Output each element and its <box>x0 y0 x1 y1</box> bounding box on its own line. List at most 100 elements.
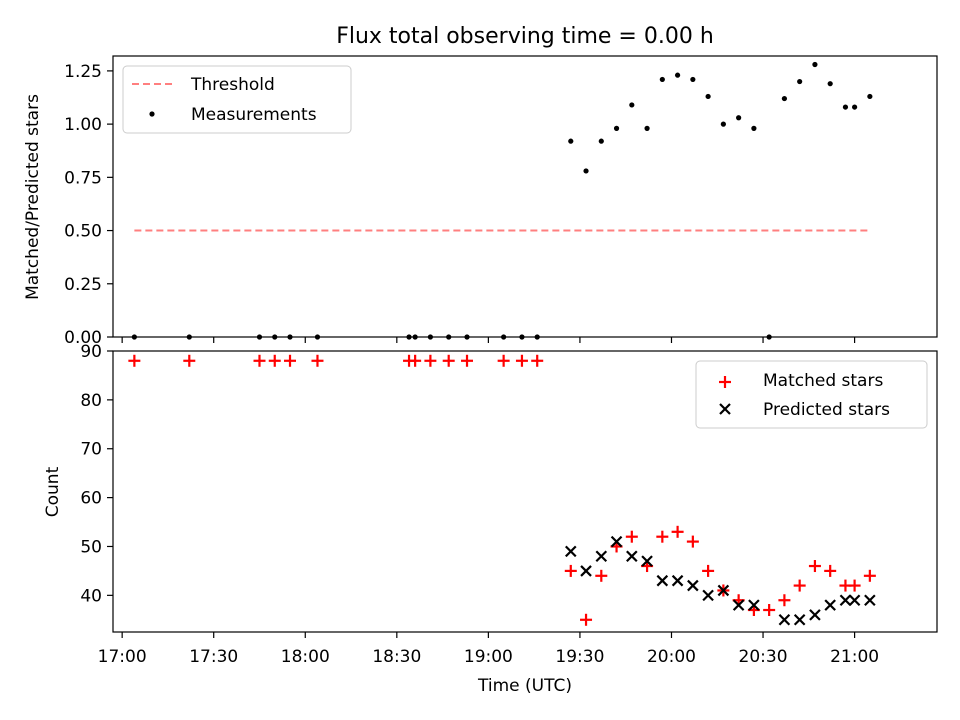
measurement-point <box>629 102 635 108</box>
measurement-point <box>644 125 650 131</box>
predicted-legend-swatch <box>719 403 731 415</box>
measurement-point <box>736 115 742 121</box>
bottom-y-tick-label: 60 <box>80 489 102 509</box>
measurement-point <box>659 76 665 83</box>
x-tick-label: 19:30 <box>555 647 604 667</box>
predicted-legend-label: Predicted stars <box>763 400 890 420</box>
predicted-star-point <box>595 550 608 563</box>
measurements-legend-swatch <box>149 111 155 117</box>
bottom-y-tick-label: 50 <box>80 537 102 557</box>
matched-star-point <box>702 564 715 577</box>
bottom-y-axis-label: Count <box>43 466 63 517</box>
bottom-axes-frame <box>112 350 938 633</box>
predicted-star-point <box>748 599 760 611</box>
matched-star-point <box>564 564 577 577</box>
measurement-point <box>852 104 858 110</box>
measurement-point <box>867 93 873 100</box>
matched-star-point <box>531 354 544 367</box>
predicted-star-point <box>839 594 852 607</box>
measurement-point <box>797 78 803 85</box>
x-tick-label: 17:30 <box>189 647 238 667</box>
measurement-point <box>568 138 574 144</box>
matched-star-point <box>409 354 422 367</box>
bottom-plot-area: 40 50 60 70 80 90 17:00 17:30 18:00 18:30 19:00 19:… <box>80 342 879 667</box>
measurement-point <box>613 125 620 131</box>
predicted-star-point <box>824 599 836 611</box>
matched-star-point <box>311 354 324 367</box>
matched-star-point <box>580 613 593 626</box>
x-tick-label: 17:00 <box>98 647 147 667</box>
predicted-star-point <box>564 545 577 558</box>
matched-star-point <box>793 579 806 592</box>
matched-star-point <box>424 354 437 367</box>
x-tick-label: 20:30 <box>739 647 788 667</box>
matched-legend-swatch <box>719 376 731 388</box>
bottom-legend-box <box>695 360 928 429</box>
x-tick-label: 18:00 <box>281 647 330 667</box>
top-y-tick-label: 0.50 <box>64 222 102 242</box>
top-y-tick-label: 1.00 <box>64 115 102 135</box>
matched-star-point <box>128 354 141 367</box>
top-legend: Threshold Measurements <box>122 65 352 134</box>
predicted-star-point <box>687 579 699 592</box>
bottom-y-tick-label: 90 <box>80 342 102 362</box>
measurement-point <box>720 121 726 127</box>
top-legend-box <box>122 65 352 134</box>
measurement-point <box>598 138 604 144</box>
matched-star-point <box>778 594 791 607</box>
top-plot-area: 0.00 0.25 0.50 0.75 1.00 1.25 <box>64 61 873 348</box>
predicted-star-point <box>848 594 861 607</box>
x-tick-label: 20:00 <box>647 647 696 667</box>
x-tick-label: 21:00 <box>830 647 879 667</box>
predicted-star-point <box>641 555 653 567</box>
matched-star-point <box>686 535 699 548</box>
measurement-point <box>583 168 589 174</box>
predicted-star-point <box>778 614 791 626</box>
threshold-legend-label: Threshold <box>190 75 275 95</box>
matched-star-point <box>763 604 776 617</box>
top-axes-frame <box>112 55 938 338</box>
matched-legend-label: Matched stars <box>763 371 883 391</box>
x-tick-label: 19:00 <box>464 647 513 667</box>
bottom-panel: Count Time (UTC) 40 50 60 70 80 90 17:00 17:30 1… <box>43 342 938 696</box>
matched-star-point <box>268 354 281 367</box>
predicted-star-point <box>793 614 806 626</box>
measurement-point <box>751 125 757 131</box>
matched-star-point <box>442 354 455 367</box>
measurement-point <box>674 72 681 78</box>
top-panel: Flux total observing time = 0.00 h Match… <box>23 24 938 348</box>
top-y-tick-label: 0.75 <box>64 168 102 188</box>
matched-star-point <box>461 354 474 367</box>
top-title: Flux total observing time = 0.00 h <box>336 24 714 49</box>
top-y-tick-label: 0.00 <box>64 328 102 348</box>
measurement-point <box>781 95 788 102</box>
measurements-legend-label: Measurements <box>191 105 317 125</box>
matched-star-point <box>595 569 608 582</box>
measurement-point <box>705 93 711 100</box>
matched-star-point <box>863 569 876 582</box>
predicted-star-point <box>732 599 745 611</box>
bottom-y-tick-label: 70 <box>80 440 102 460</box>
matched-star-point <box>183 354 196 367</box>
matched-star-point <box>284 354 297 367</box>
matched-star-point <box>824 564 837 577</box>
predicted-star-point <box>671 574 684 587</box>
predicted-star-point <box>864 594 876 607</box>
measurement-point <box>842 104 849 110</box>
bottom-legend: Matched stars Predicted stars <box>695 360 928 429</box>
predicted-star-point <box>702 589 714 602</box>
matched-star-point <box>253 354 266 367</box>
top-y-tick-label: 0.25 <box>64 275 102 295</box>
measurement-point <box>812 61 818 68</box>
matched-star-point <box>497 354 510 367</box>
measurement-point <box>827 81 833 87</box>
bottom-x-axis-label: Time (UTC) <box>477 676 572 696</box>
top-y-tick-label: 1.25 <box>64 62 102 82</box>
matched-star-point <box>671 525 684 538</box>
predicted-star-point <box>656 574 669 587</box>
predicted-star-point <box>809 609 821 621</box>
matched-star-point <box>656 530 669 543</box>
predicted-star-point <box>610 535 623 548</box>
x-tick-label: 18:30 <box>372 647 421 667</box>
